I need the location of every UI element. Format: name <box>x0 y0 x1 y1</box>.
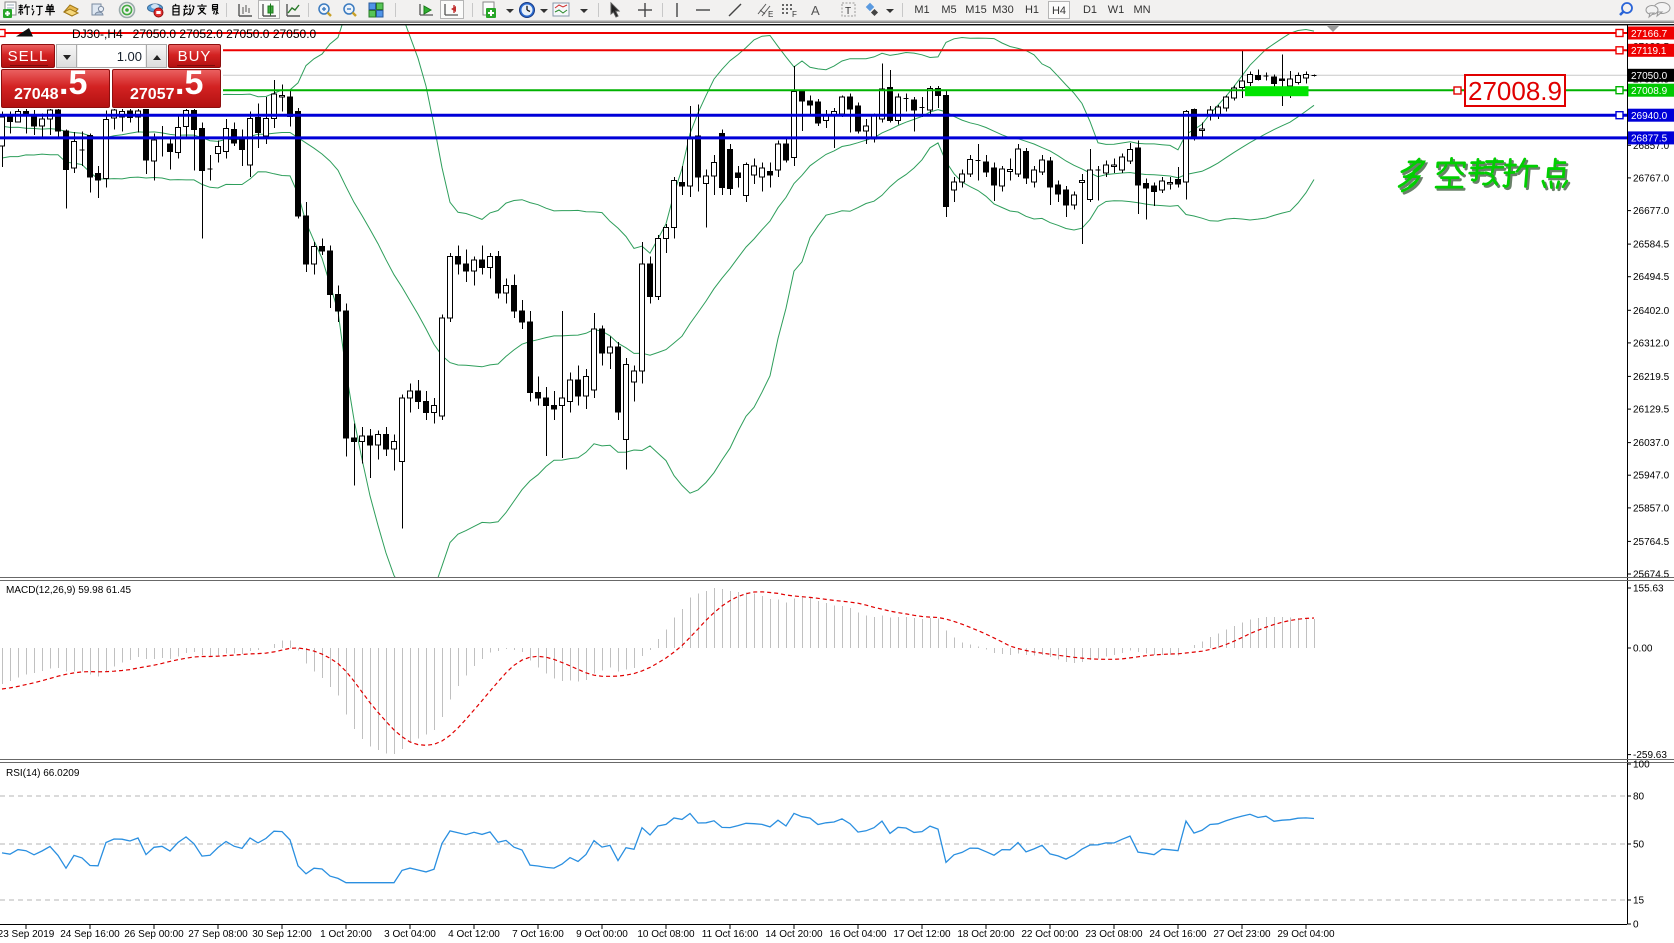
svg-text:27050.0: 27050.0 <box>1631 71 1668 82</box>
svg-text:25857.0: 25857.0 <box>1633 503 1670 514</box>
svg-text:26584.5: 26584.5 <box>1633 240 1670 251</box>
svg-text:27 Sep 08:00: 27 Sep 08:00 <box>188 929 248 940</box>
svg-text:26 Sep 00:00: 26 Sep 00:00 <box>124 929 184 940</box>
svg-text:26219.5: 26219.5 <box>1633 372 1670 383</box>
svg-text:16 Oct 04:00: 16 Oct 04:00 <box>829 929 887 940</box>
svg-text:A: A <box>811 3 820 18</box>
svg-text:26037.0: 26037.0 <box>1633 438 1670 449</box>
svg-text:26877.5: 26877.5 <box>1631 134 1668 145</box>
svg-text:26129.5: 26129.5 <box>1633 405 1670 416</box>
svg-text:26312.0: 26312.0 <box>1633 338 1670 349</box>
svg-text:30 Sep 12:00: 30 Sep 12:00 <box>252 929 312 940</box>
svg-text:DJ30-,H4 27050.0 27052.0 270: DJ30-,H4 27050.0 27052.0 27050.0 27050.0 <box>72 27 317 41</box>
svg-text:11 Oct 16:00: 11 Oct 16:00 <box>702 929 759 940</box>
svg-text:25947.0: 25947.0 <box>1633 471 1670 482</box>
svg-text:15: 15 <box>1633 896 1645 907</box>
svg-text:25674.5: 25674.5 <box>1633 570 1670 581</box>
svg-text:26857.0: 26857.0 <box>1633 141 1670 152</box>
svg-text:MACD(12,26,9) 59.98 61.45: MACD(12,26,9) 59.98 61.45 <box>6 585 132 596</box>
svg-text:25764.5: 25764.5 <box>1633 537 1670 548</box>
svg-text:26494.5: 26494.5 <box>1633 272 1670 283</box>
svg-text:24 Sep 16:00: 24 Sep 16:00 <box>60 929 120 940</box>
svg-text:0: 0 <box>1633 920 1639 931</box>
svg-text:23 Oct 08:00: 23 Oct 08:00 <box>1085 929 1143 940</box>
svg-text:26767.0: 26767.0 <box>1633 173 1670 184</box>
svg-text:22 Oct 00:00: 22 Oct 00:00 <box>1021 929 1079 940</box>
svg-text:50: 50 <box>1633 840 1645 851</box>
svg-text:-259.63: -259.63 <box>1633 750 1667 761</box>
svg-text:F: F <box>792 10 797 19</box>
svg-text:RSI(14) 66.0209: RSI(14) 66.0209 <box>6 768 80 779</box>
svg-text:18 Oct 20:00: 18 Oct 20:00 <box>957 929 1015 940</box>
svg-text:27119.1: 27119.1 <box>1631 46 1667 57</box>
svg-text:E: E <box>768 10 773 19</box>
svg-text:155.63: 155.63 <box>1633 584 1664 595</box>
svg-text:26677.0: 26677.0 <box>1633 206 1670 217</box>
svg-text:17 Oct 12:00: 17 Oct 12:00 <box>893 929 951 940</box>
svg-text:26402.0: 26402.0 <box>1633 306 1670 317</box>
svg-text:29 Oct 04:00: 29 Oct 04:00 <box>1277 929 1335 940</box>
svg-text:10 Oct 08:00: 10 Oct 08:00 <box>637 929 695 940</box>
svg-text:4 Oct 12:00: 4 Oct 12:00 <box>448 929 500 940</box>
svg-text:27166.7: 27166.7 <box>1631 29 1668 40</box>
svg-text:3 Oct 04:00: 3 Oct 04:00 <box>384 929 436 940</box>
svg-text:7 Oct 16:00: 7 Oct 16:00 <box>512 929 564 940</box>
svg-text:14 Oct 20:00: 14 Oct 20:00 <box>765 929 823 940</box>
svg-text:1 Oct 20:00: 1 Oct 20:00 <box>320 929 372 940</box>
svg-text:9 Oct 00:00: 9 Oct 00:00 <box>576 929 628 940</box>
svg-text:27008.9: 27008.9 <box>1631 86 1668 97</box>
svg-text:26940.0: 26940.0 <box>1631 111 1668 122</box>
svg-text:T: T <box>845 6 851 17</box>
svg-text:27 Oct 23:00: 27 Oct 23:00 <box>1213 929 1271 940</box>
svg-text:80: 80 <box>1633 792 1645 803</box>
svg-text:100: 100 <box>1633 760 1650 771</box>
svg-text:23 Sep 2019: 23 Sep 2019 <box>0 929 55 940</box>
svg-text:0.00: 0.00 <box>1633 644 1653 655</box>
svg-text:24 Oct 16:00: 24 Oct 16:00 <box>1149 929 1207 940</box>
